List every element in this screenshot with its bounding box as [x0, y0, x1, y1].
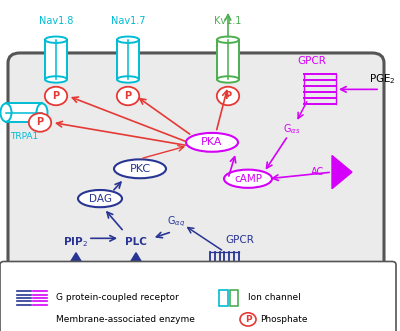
Polygon shape: [67, 253, 85, 267]
Text: P: P: [245, 315, 251, 324]
Text: GPCR: GPCR: [226, 235, 254, 245]
Ellipse shape: [224, 170, 272, 188]
Text: P: P: [52, 91, 60, 101]
Circle shape: [117, 87, 139, 105]
Bar: [117, 40, 139, 79]
Ellipse shape: [0, 103, 12, 122]
Text: PKC: PKC: [130, 164, 150, 174]
Ellipse shape: [78, 190, 122, 207]
Text: Neuronal membrane: Neuronal membrane: [261, 277, 348, 286]
Circle shape: [29, 113, 51, 132]
Ellipse shape: [186, 133, 238, 152]
Circle shape: [45, 87, 67, 105]
Ellipse shape: [45, 76, 67, 83]
Ellipse shape: [117, 76, 139, 83]
Text: GPCR: GPCR: [298, 56, 326, 66]
Text: P: P: [36, 118, 44, 127]
Ellipse shape: [45, 36, 67, 43]
Bar: [230, 290, 238, 306]
Polygon shape: [332, 156, 352, 189]
Text: AC: AC: [311, 167, 324, 177]
Text: DAG: DAG: [88, 194, 112, 204]
Text: Kv1.1: Kv1.1: [214, 17, 242, 26]
Text: PIP$_2$: PIP$_2$: [64, 235, 88, 249]
Text: PGE$_2$: PGE$_2$: [218, 288, 246, 302]
Text: Ion channel: Ion channel: [248, 293, 301, 303]
Bar: [45, 40, 67, 79]
Text: G protein-coupled receptor: G protein-coupled receptor: [56, 293, 179, 303]
Text: Phosphate: Phosphate: [260, 315, 308, 324]
Polygon shape: [33, 312, 47, 324]
Text: G$_{\alpha q}$: G$_{\alpha q}$: [167, 214, 185, 229]
Ellipse shape: [114, 160, 166, 178]
Bar: [219, 290, 228, 306]
Text: TRPA1: TRPA1: [10, 132, 38, 141]
FancyBboxPatch shape: [0, 261, 396, 331]
Text: cAMP: cAMP: [234, 174, 262, 184]
Text: PLC: PLC: [125, 237, 147, 247]
Ellipse shape: [117, 36, 139, 43]
Text: PGE$_2$: PGE$_2$: [369, 72, 396, 86]
Bar: [6, 103, 42, 122]
Text: Nav1.8: Nav1.8: [39, 17, 73, 26]
Text: P: P: [124, 91, 132, 101]
Text: PKA: PKA: [201, 137, 223, 147]
Circle shape: [240, 313, 256, 326]
Text: P: P: [224, 91, 232, 101]
Circle shape: [217, 87, 239, 105]
Text: Membrane-associated enzyme: Membrane-associated enzyme: [56, 315, 195, 324]
Ellipse shape: [217, 36, 239, 43]
Text: G$_{\alpha s}$: G$_{\alpha s}$: [283, 122, 301, 136]
Text: Nav1.7: Nav1.7: [111, 17, 145, 26]
Ellipse shape: [36, 103, 48, 122]
Ellipse shape: [217, 76, 239, 83]
FancyBboxPatch shape: [8, 53, 384, 298]
Polygon shape: [127, 253, 145, 267]
Polygon shape: [17, 312, 31, 324]
Bar: [217, 40, 239, 79]
